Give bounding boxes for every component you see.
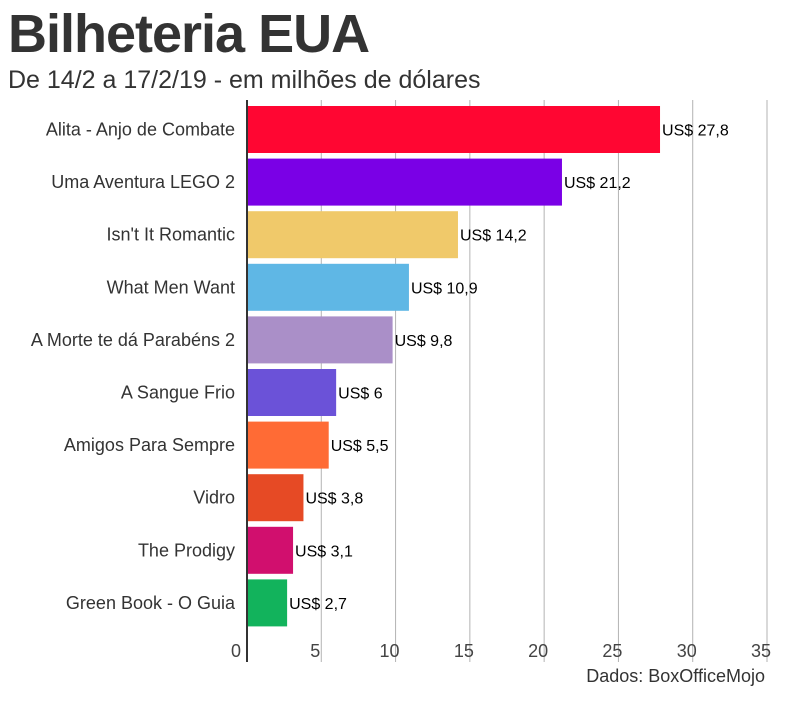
category-label: Uma Aventura LEGO 2 [51,172,235,192]
chart-subtitle: De 14/2 a 17/2/19 - em milhões de dólare… [8,66,481,94]
category-label: The Prodigy [138,540,235,560]
bar [247,211,458,259]
value-label: US$ 10,9 [411,280,478,297]
bar [247,474,304,522]
category-label: Amigos Para Sempre [64,435,235,455]
bar [247,106,661,153]
value-label: US$ 3,8 [305,491,363,508]
x-axis-tick-labels: 0 5 10 15 20 25 30 35 [231,641,771,661]
bar [247,369,337,416]
value-label: US$ 14,2 [460,228,527,245]
bar [247,263,409,311]
chart-title: Bilheteria EUA [8,4,370,64]
category-label: A Morte te dá Parabéns 2 [31,330,235,350]
bar [247,579,288,627]
x-tick-label: 35 [751,641,771,661]
value-label: US$ 21,2 [564,175,631,192]
data-source: Dados: BoxOfficeMojo [586,666,765,686]
x-tick-label: 5 [310,641,320,661]
value-label: US$ 27,8 [662,123,729,140]
category-label: A Sangue Frio [121,383,235,403]
x-tick-label: 30 [677,641,697,661]
x-tick-label: 15 [454,641,474,661]
bar [247,316,393,364]
x-tick-label: 10 [380,641,400,661]
bar [247,526,294,574]
value-label: US$ 2,7 [289,596,347,613]
bar [247,158,562,206]
bars [247,106,661,627]
value-label: US$ 3,1 [295,543,353,560]
value-label: US$ 9,8 [395,333,453,350]
value-labels: US$ 27,8 US$ 21,2 US$ 14,2 US$ 10,9 US$ 9,8 U… [289,123,729,613]
bar [247,421,329,469]
value-label: US$ 6 [338,386,383,403]
category-label: Alita - Anjo de Combate [46,120,235,140]
category-label: Vidro [193,488,235,508]
x-tick-label: 0 [231,641,241,661]
value-label: US$ 5,5 [331,438,389,455]
category-label: Isn't It Romantic [107,225,235,245]
category-label: What Men Want [107,277,235,297]
category-labels: Alita - Anjo de Combate Uma Aventura LEGO… [31,120,236,613]
x-tick-label: 25 [602,641,622,661]
x-tick-label: 20 [528,641,548,661]
category-label: Green Book - O Guia [66,593,236,613]
